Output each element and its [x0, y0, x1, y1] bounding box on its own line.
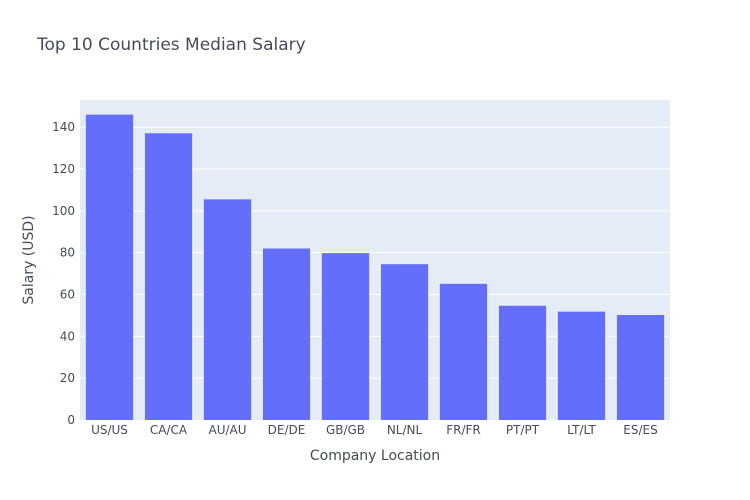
y-axis-title: Salary (USD) — [21, 215, 37, 304]
x-tick-label: US/US — [91, 423, 128, 437]
y-tick-label: 20 — [60, 371, 75, 385]
bar — [439, 283, 488, 420]
x-tick-label: GB/GB — [326, 423, 365, 437]
bar — [498, 305, 547, 420]
bar — [144, 133, 193, 421]
x-tick-label: DE/DE — [268, 423, 306, 437]
y-tick-label: 80 — [60, 246, 75, 260]
x-tick-label: ES/ES — [623, 423, 657, 437]
bar — [557, 311, 606, 420]
y-tick-label: 120 — [52, 162, 75, 176]
bar — [380, 264, 429, 420]
bar — [321, 253, 370, 420]
x-axis-ticks: US/US CA/CA AU/AU DE/DE GB/GB NL/NL FR/FR PT/PT… — [91, 423, 658, 437]
x-tick-label: PT/PT — [506, 423, 540, 437]
y-tick-label: 0 — [67, 413, 75, 427]
y-tick-label: 140 — [52, 120, 75, 134]
x-axis-title: Company Location — [310, 448, 440, 464]
chart-title: Top 10 Countries Median Salary — [36, 35, 306, 55]
bar — [616, 315, 665, 420]
x-tick-label: AU/AU — [208, 423, 246, 437]
bar — [203, 199, 252, 420]
x-tick-label: LT/LT — [567, 423, 596, 437]
bar — [85, 114, 134, 420]
bar — [262, 248, 311, 420]
y-tick-label: 40 — [60, 329, 75, 343]
y-tick-label: 100 — [52, 204, 75, 218]
y-tick-label: 60 — [60, 288, 75, 302]
x-tick-label: CA/CA — [150, 423, 188, 437]
bars — [85, 114, 665, 421]
x-tick-label: NL/NL — [387, 423, 423, 437]
x-tick-label: FR/FR — [446, 423, 481, 437]
y-axis-ticks: 0 20 40 60 80 100 120 140 — [52, 120, 75, 427]
